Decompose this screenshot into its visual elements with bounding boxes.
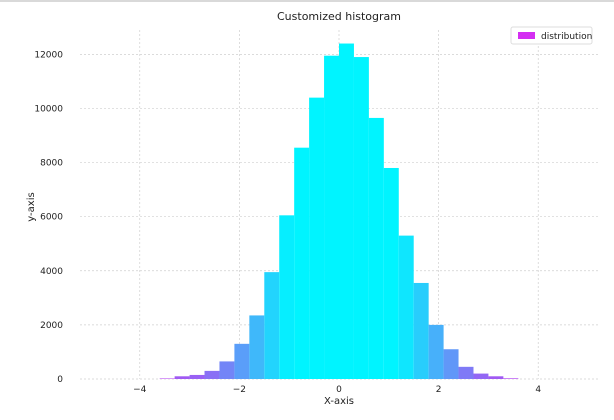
histogram-bar xyxy=(159,378,175,379)
top-divider xyxy=(0,0,614,2)
histogram-bars xyxy=(159,43,519,380)
x-axis-label: X-axis xyxy=(324,396,354,407)
y-tick-label: 8000 xyxy=(40,159,63,169)
x-tick-label: −2 xyxy=(233,385,246,395)
histogram-bar xyxy=(413,282,429,379)
histogram-bar xyxy=(324,55,339,380)
histogram-bar xyxy=(204,370,220,379)
legend-color-patch xyxy=(518,32,535,39)
histogram-bar xyxy=(458,366,474,379)
y-tick-label: 12000 xyxy=(34,50,63,60)
y-tick-label: 10000 xyxy=(34,104,63,114)
histogram-bar xyxy=(368,117,384,379)
y-tick-label: 4000 xyxy=(40,267,63,277)
y-tick-label: 2000 xyxy=(40,321,63,331)
histogram-bar xyxy=(294,147,310,379)
y-tick-label: 6000 xyxy=(40,213,63,223)
x-tick-label: −4 xyxy=(133,385,147,395)
x-tick-labels: −4 −2 0 2 4 xyxy=(133,385,541,395)
y-tick-label: 0 xyxy=(57,375,63,385)
histogram-bar xyxy=(503,378,519,379)
histogram-bar xyxy=(174,376,190,379)
x-tick-label: 2 xyxy=(436,385,442,395)
legend: distribution xyxy=(510,26,593,45)
histogram-bar xyxy=(339,43,354,379)
chart-title: Customized histogram xyxy=(277,10,401,23)
x-tick-label: 4 xyxy=(535,385,541,395)
histogram-bar xyxy=(488,376,504,379)
histogram-bar xyxy=(279,215,295,379)
histogram-bar xyxy=(383,167,399,379)
histogram-bar xyxy=(309,97,325,380)
y-axis-label: y-axis xyxy=(26,192,37,221)
histogram-bar xyxy=(353,57,369,380)
histogram-bar xyxy=(264,272,280,379)
histogram-bar xyxy=(473,373,489,379)
legend-box xyxy=(510,26,593,45)
histogram-bar xyxy=(219,361,235,379)
y-tick-labels: 0 2000 4000 6000 8000 10000 12000 xyxy=(34,50,63,385)
histogram-bar xyxy=(428,324,444,379)
histogram-bar xyxy=(249,315,265,379)
histogram-bar xyxy=(189,374,205,379)
legend-entry-distribution: distribution xyxy=(541,32,592,42)
histogram-bar xyxy=(443,349,459,379)
histogram-bar xyxy=(234,343,250,379)
x-tick-label: 0 xyxy=(336,385,342,395)
histogram-bar xyxy=(398,235,414,379)
